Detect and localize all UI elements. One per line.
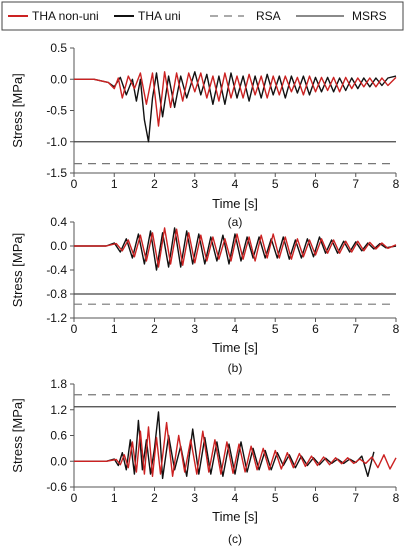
x-tick-label: 8 bbox=[393, 491, 400, 505]
chart-panel-a: 0.5 0.0 -0.5 -1.0 -1.5 0 1 2 3 4 5 6 7 8 Time [s] Stres… bbox=[10, 41, 400, 229]
y-tick-label: 0.4 bbox=[50, 215, 67, 229]
chart-panel-c: 1.8 1.2 0.6 0.0 -0.6 0 1 2 3 4 5 6 7 8 Time [s] Stress … bbox=[10, 377, 400, 546]
legend-label-msrs: MSRS bbox=[352, 9, 387, 23]
x-tick-label: 4 bbox=[232, 322, 239, 336]
x-axis-label: Time [s] bbox=[212, 340, 258, 355]
x-tick-label: 7 bbox=[352, 177, 359, 191]
x-tick-label: 5 bbox=[272, 491, 279, 505]
y-tick-label: -1.5 bbox=[46, 166, 67, 180]
y-tick-label: -0.5 bbox=[46, 104, 67, 118]
series-line-tha-non-uni bbox=[74, 227, 397, 268]
x-tick-label: 1 bbox=[111, 491, 118, 505]
series-line-tha-non-uni bbox=[74, 421, 397, 477]
y-tick-label: 0.0 bbox=[50, 239, 67, 253]
x-tick-label: 1 bbox=[111, 177, 118, 191]
x-tick-label: 2 bbox=[151, 322, 158, 336]
x-tick-label: 2 bbox=[151, 491, 158, 505]
x-tick-label: 6 bbox=[312, 491, 319, 505]
x-axis-label: Time [s] bbox=[212, 196, 258, 211]
x-tick-label: 3 bbox=[191, 491, 198, 505]
legend-label-tha-non-uni: THA non-uni bbox=[32, 9, 99, 23]
x-tick-label: 5 bbox=[272, 177, 279, 191]
y-tick-label: -1.0 bbox=[46, 135, 67, 149]
x-tick-label: 3 bbox=[191, 322, 198, 336]
panel-caption: (c) bbox=[228, 532, 242, 546]
x-tick-label: 8 bbox=[393, 322, 400, 336]
y-tick-label: -0.6 bbox=[46, 480, 67, 494]
y-tick-label: 0.0 bbox=[50, 454, 67, 468]
x-tick-label: 0 bbox=[71, 177, 78, 191]
series-line-tha-non-uni bbox=[74, 71, 397, 127]
y-tick-label: -1.2 bbox=[46, 311, 67, 325]
x-tick-label: 0 bbox=[71, 491, 78, 505]
x-tick-label: 2 bbox=[151, 177, 158, 191]
series-line-tha-uni bbox=[74, 227, 397, 271]
y-axis-label: Stress [MPa] bbox=[10, 398, 25, 472]
y-tick-label: 0.5 bbox=[50, 41, 67, 55]
y-axis-label: Stress [MPa] bbox=[10, 73, 25, 147]
x-tick-label: 3 bbox=[191, 177, 198, 191]
y-tick-label: 0.6 bbox=[50, 429, 67, 443]
y-axis-label: Stress [MPa] bbox=[10, 233, 25, 307]
panel-caption: (b) bbox=[228, 361, 243, 375]
series-line-tha-uni bbox=[74, 411, 375, 480]
y-tick-label: -0.4 bbox=[46, 263, 67, 277]
legend-label-tha-uni: THA uni bbox=[138, 9, 181, 23]
x-tick-label: 8 bbox=[393, 177, 400, 191]
x-tick-label: 6 bbox=[312, 177, 319, 191]
y-tick-label: 1.8 bbox=[50, 377, 67, 391]
legend-label-rsa: RSA bbox=[256, 9, 281, 23]
y-tick-label: 0.0 bbox=[50, 72, 67, 86]
chart-panel-b: 0.4 0.0 -0.4 -0.8 -1.2 0 1 2 3 4 5 6 7 8 Time [s] Stres… bbox=[10, 215, 400, 375]
x-tick-label: 4 bbox=[232, 177, 239, 191]
x-tick-label: 6 bbox=[312, 322, 319, 336]
x-axis-label: Time [s] bbox=[212, 509, 258, 524]
x-tick-label: 5 bbox=[272, 322, 279, 336]
panel-caption: (a) bbox=[228, 215, 243, 229]
x-tick-label: 7 bbox=[352, 491, 359, 505]
x-tick-label: 1 bbox=[111, 322, 118, 336]
legend: THA non-uni THA uni RSA MSRS bbox=[1, 1, 404, 31]
y-tick-label: -0.8 bbox=[46, 287, 67, 301]
y-tick-label: 1.2 bbox=[50, 403, 67, 417]
x-tick-label: 4 bbox=[232, 491, 239, 505]
x-tick-label: 7 bbox=[352, 322, 359, 336]
x-tick-label: 0 bbox=[71, 322, 78, 336]
